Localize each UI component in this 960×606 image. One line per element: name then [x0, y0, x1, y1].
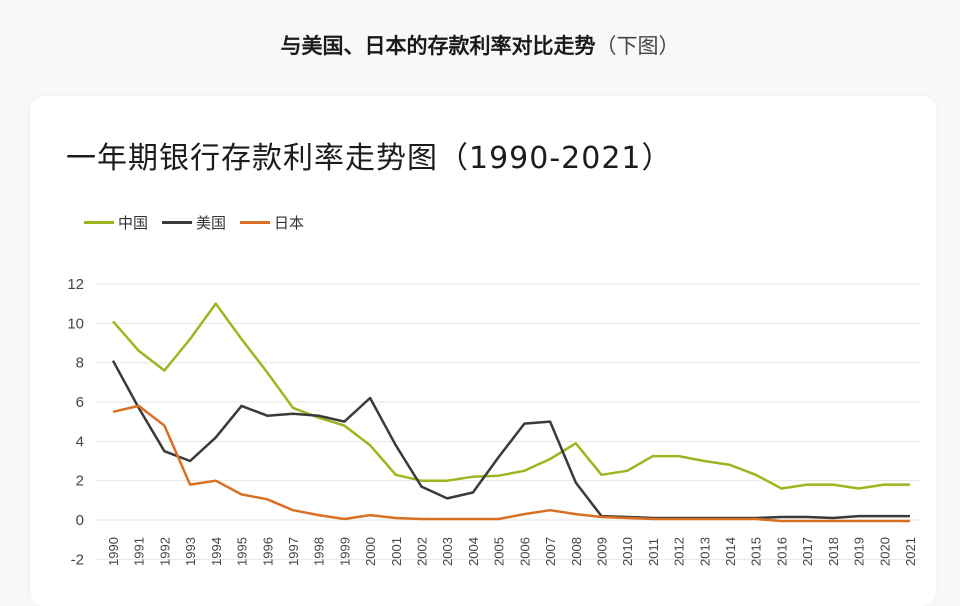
- x-tick-label: 2016: [774, 537, 789, 566]
- x-tick-label: 2010: [620, 537, 635, 566]
- x-tick-label: 1996: [260, 537, 275, 566]
- legend-swatch-china: [84, 221, 114, 224]
- y-tick-label: 0: [76, 512, 84, 529]
- y-tick-label: 12: [67, 276, 84, 293]
- y-tick-label: 6: [76, 394, 84, 411]
- page-title-sub: （下图）: [595, 34, 680, 58]
- legend-swatch-usa: [162, 221, 193, 224]
- y-tick-label: -2: [71, 551, 84, 568]
- x-tick-label: 1997: [286, 537, 301, 566]
- x-axis: 1990 1991 1992 1993 1994 1995 1996 1997 1998 1999…: [106, 537, 918, 566]
- x-tick-label: 2011: [646, 538, 661, 566]
- x-tick-label: 2012: [672, 537, 687, 566]
- x-tick-label: 2005: [492, 537, 507, 566]
- x-tick-label: 1998: [312, 537, 327, 566]
- x-tick-label: 2020: [877, 537, 892, 566]
- y-tick-label: 8: [76, 355, 84, 372]
- x-tick-label: 2006: [517, 537, 532, 566]
- x-tick-label: 2017: [800, 537, 815, 566]
- x-tick-label: 1993: [183, 537, 198, 566]
- series-line: [112, 404, 910, 523]
- legend-item-japan[interactable]: 日本: [240, 212, 304, 233]
- y-tick-label: 10: [67, 315, 84, 332]
- y-axis: 12 10 8 6 4 2 0 -2: [67, 276, 84, 568]
- legend-item-china[interactable]: 中国: [84, 212, 148, 233]
- y-tick-label: 4: [76, 433, 84, 450]
- x-tick-label: 1994: [209, 537, 224, 566]
- x-tick-label: 2007: [543, 537, 558, 566]
- x-tick-label: 1992: [157, 537, 172, 566]
- x-tick-label: 2014: [723, 537, 738, 566]
- y-tick-label: 2: [76, 473, 84, 490]
- chart-legend: 中国 美国 日本: [84, 212, 304, 233]
- x-tick-label: 2019: [852, 537, 867, 566]
- x-tick-label: 1990: [106, 537, 121, 566]
- series-line: [112, 302, 910, 490]
- legend-label-japan: 日本: [274, 214, 305, 232]
- x-tick-label: 2001: [389, 537, 404, 566]
- x-tick-label: 1995: [235, 537, 250, 566]
- series-line: [111, 360, 910, 520]
- legend-item-usa[interactable]: 美国: [162, 212, 226, 233]
- page-title-main: 与美国、日本的存款利率对比走势: [280, 34, 596, 58]
- x-tick-label: 2000: [363, 537, 378, 566]
- x-tick-label: 2004: [466, 537, 481, 566]
- legend-swatch-japan: [240, 221, 271, 224]
- x-tick-label: 1999: [337, 537, 352, 566]
- x-tick-label: 2018: [826, 537, 841, 566]
- x-tick-label: 2008: [569, 537, 584, 566]
- x-tick-label: 2013: [697, 537, 712, 566]
- x-tick-label: 2002: [415, 537, 430, 566]
- x-tick-label: 2009: [594, 537, 609, 566]
- legend-label-usa: 美国: [196, 214, 227, 232]
- x-tick-label: 2003: [440, 537, 455, 566]
- x-tick-label: 1991: [132, 537, 147, 566]
- x-tick-label: 2021: [903, 537, 918, 566]
- x-tick-label: 2015: [749, 537, 764, 566]
- page-title: 与美国、日本的存款利率对比走势（下图）: [0, 30, 960, 60]
- data-series: [111, 302, 910, 523]
- chart-title: 一年期银行存款利率走势图（1990-2021）: [66, 141, 673, 176]
- legend-label-china: 中国: [118, 214, 149, 232]
